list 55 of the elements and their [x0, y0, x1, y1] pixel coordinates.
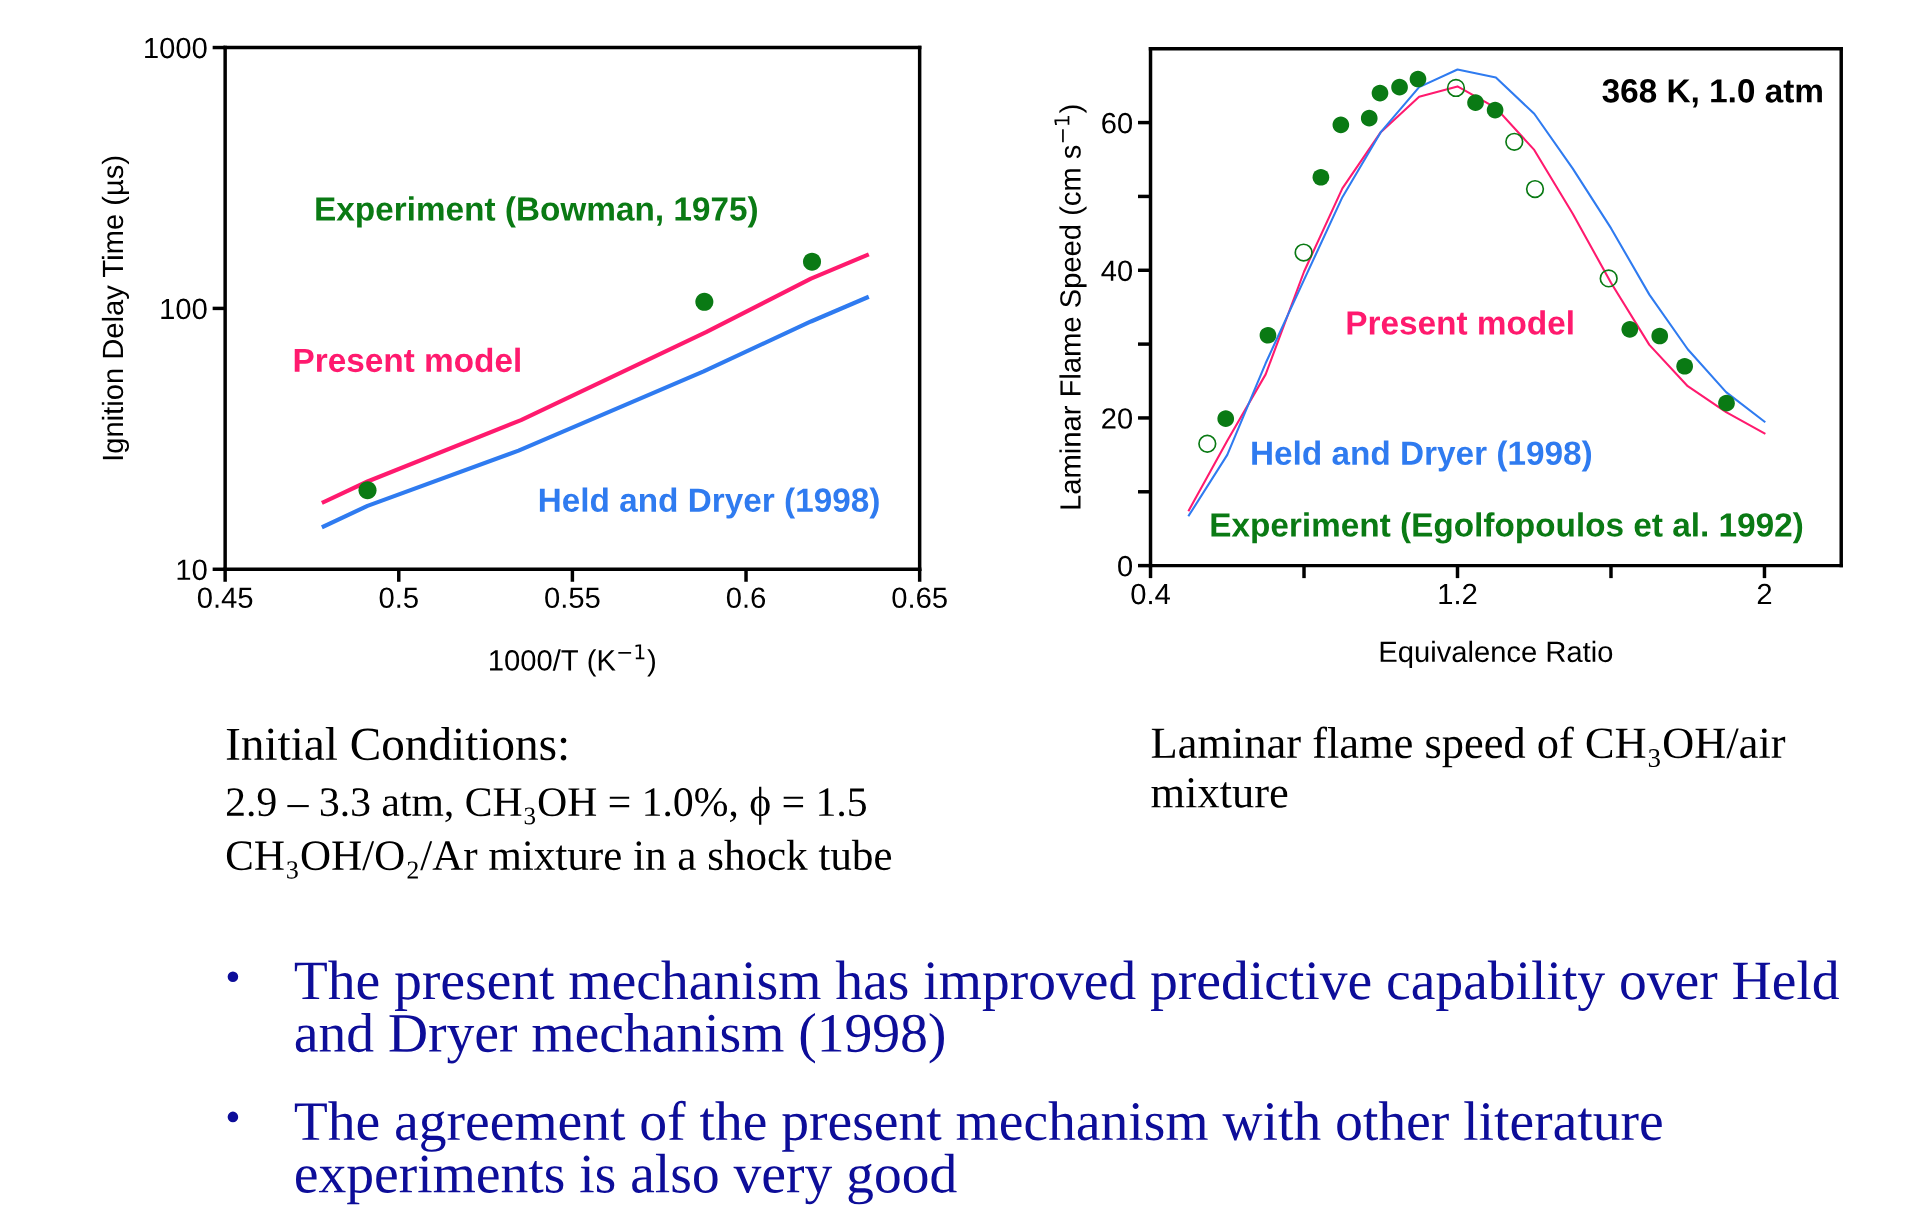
- y-tick-label: 40: [1101, 260, 1133, 282]
- x-axis-title: 1000/T (K$^{−1}$): [490, 644, 655, 677]
- point: [1718, 394, 1735, 412]
- point: [1599, 269, 1618, 288]
- x-tick-label: 0.45: [197, 587, 253, 609]
- point: [1467, 94, 1484, 111]
- y-tick-label: 10: [177, 559, 207, 581]
- x-tick-label: 0.5: [379, 587, 418, 609]
- x-tick-label: 0.4: [1131, 583, 1170, 605]
- y-tick-label: 20: [1102, 408, 1133, 429]
- point: [1198, 434, 1217, 453]
- x-tick-label: 2: [1757, 583, 1772, 605]
- point: [1676, 357, 1693, 375]
- series-label: Present model: [294, 347, 520, 373]
- point: [1294, 243, 1313, 262]
- x-tick-label: 0.55: [545, 587, 600, 609]
- text: • The agreement of the present mechanism with other literature experiments is also very good: [227, 1100, 1662, 1205]
- text: Initial Conditions:: [226, 727, 567, 761]
- point: [1371, 84, 1389, 102]
- y-tick-label: 1000: [145, 37, 207, 59]
- series-label: Experiment (Bowman, 1975): [316, 196, 757, 228]
- x-tick-label: 1.2: [1439, 583, 1477, 605]
- point: [1525, 179, 1545, 199]
- x-tick-label: 0.6: [726, 587, 766, 609]
- text: • The present mechanism has improved predictive capability over Held and Dryer mechanism (1998): [227, 960, 1839, 1064]
- text: Experiment (Egolfopoulos et al. 1992): [1211, 512, 1803, 544]
- point: [1312, 168, 1330, 186]
- point: [358, 481, 377, 500]
- point: [1391, 78, 1408, 96]
- point: [695, 292, 714, 311]
- series-label: Held and Dryer (1998): [1252, 440, 1592, 472]
- y-tick-label: 60: [1102, 112, 1133, 134]
- text: Laminar flame speed of CH₃OH/air mixture: [1151, 726, 1786, 808]
- text: CH₃OH/O₂/Ar mixture in a shock tube: [226, 839, 892, 879]
- x-tick-label: 0.65: [892, 587, 947, 609]
- point: [1446, 78, 1466, 98]
- y-axis-title: Ignition Delay Time (µs): [101, 156, 130, 460]
- point: [1217, 410, 1235, 428]
- series-label: Present model: [1347, 310, 1573, 335]
- point: [1621, 321, 1639, 338]
- point: [1332, 116, 1350, 134]
- point: [1360, 109, 1378, 127]
- point: [1259, 326, 1277, 344]
- y-axis-title: Laminar Flame Speed (cm s$^{−1}$): [1054, 105, 1087, 509]
- point: [1505, 132, 1524, 151]
- annotation: 368 K, 1.0 atm: [1602, 79, 1822, 108]
- point: [1409, 70, 1427, 88]
- text: 2.9 – 3.3 atm, CH₃OH = 1.0%, ϕ = 1.5: [226, 786, 866, 825]
- point: [802, 252, 822, 271]
- x-axis-title: Equivalence Ratio: [1380, 640, 1613, 668]
- series-label: Held and Dryer (1998): [539, 487, 879, 519]
- y-tick-label: 0: [1118, 555, 1133, 577]
- y-tick-label: 100: [161, 298, 207, 320]
- point: [1486, 101, 1504, 119]
- point: [1651, 327, 1669, 345]
